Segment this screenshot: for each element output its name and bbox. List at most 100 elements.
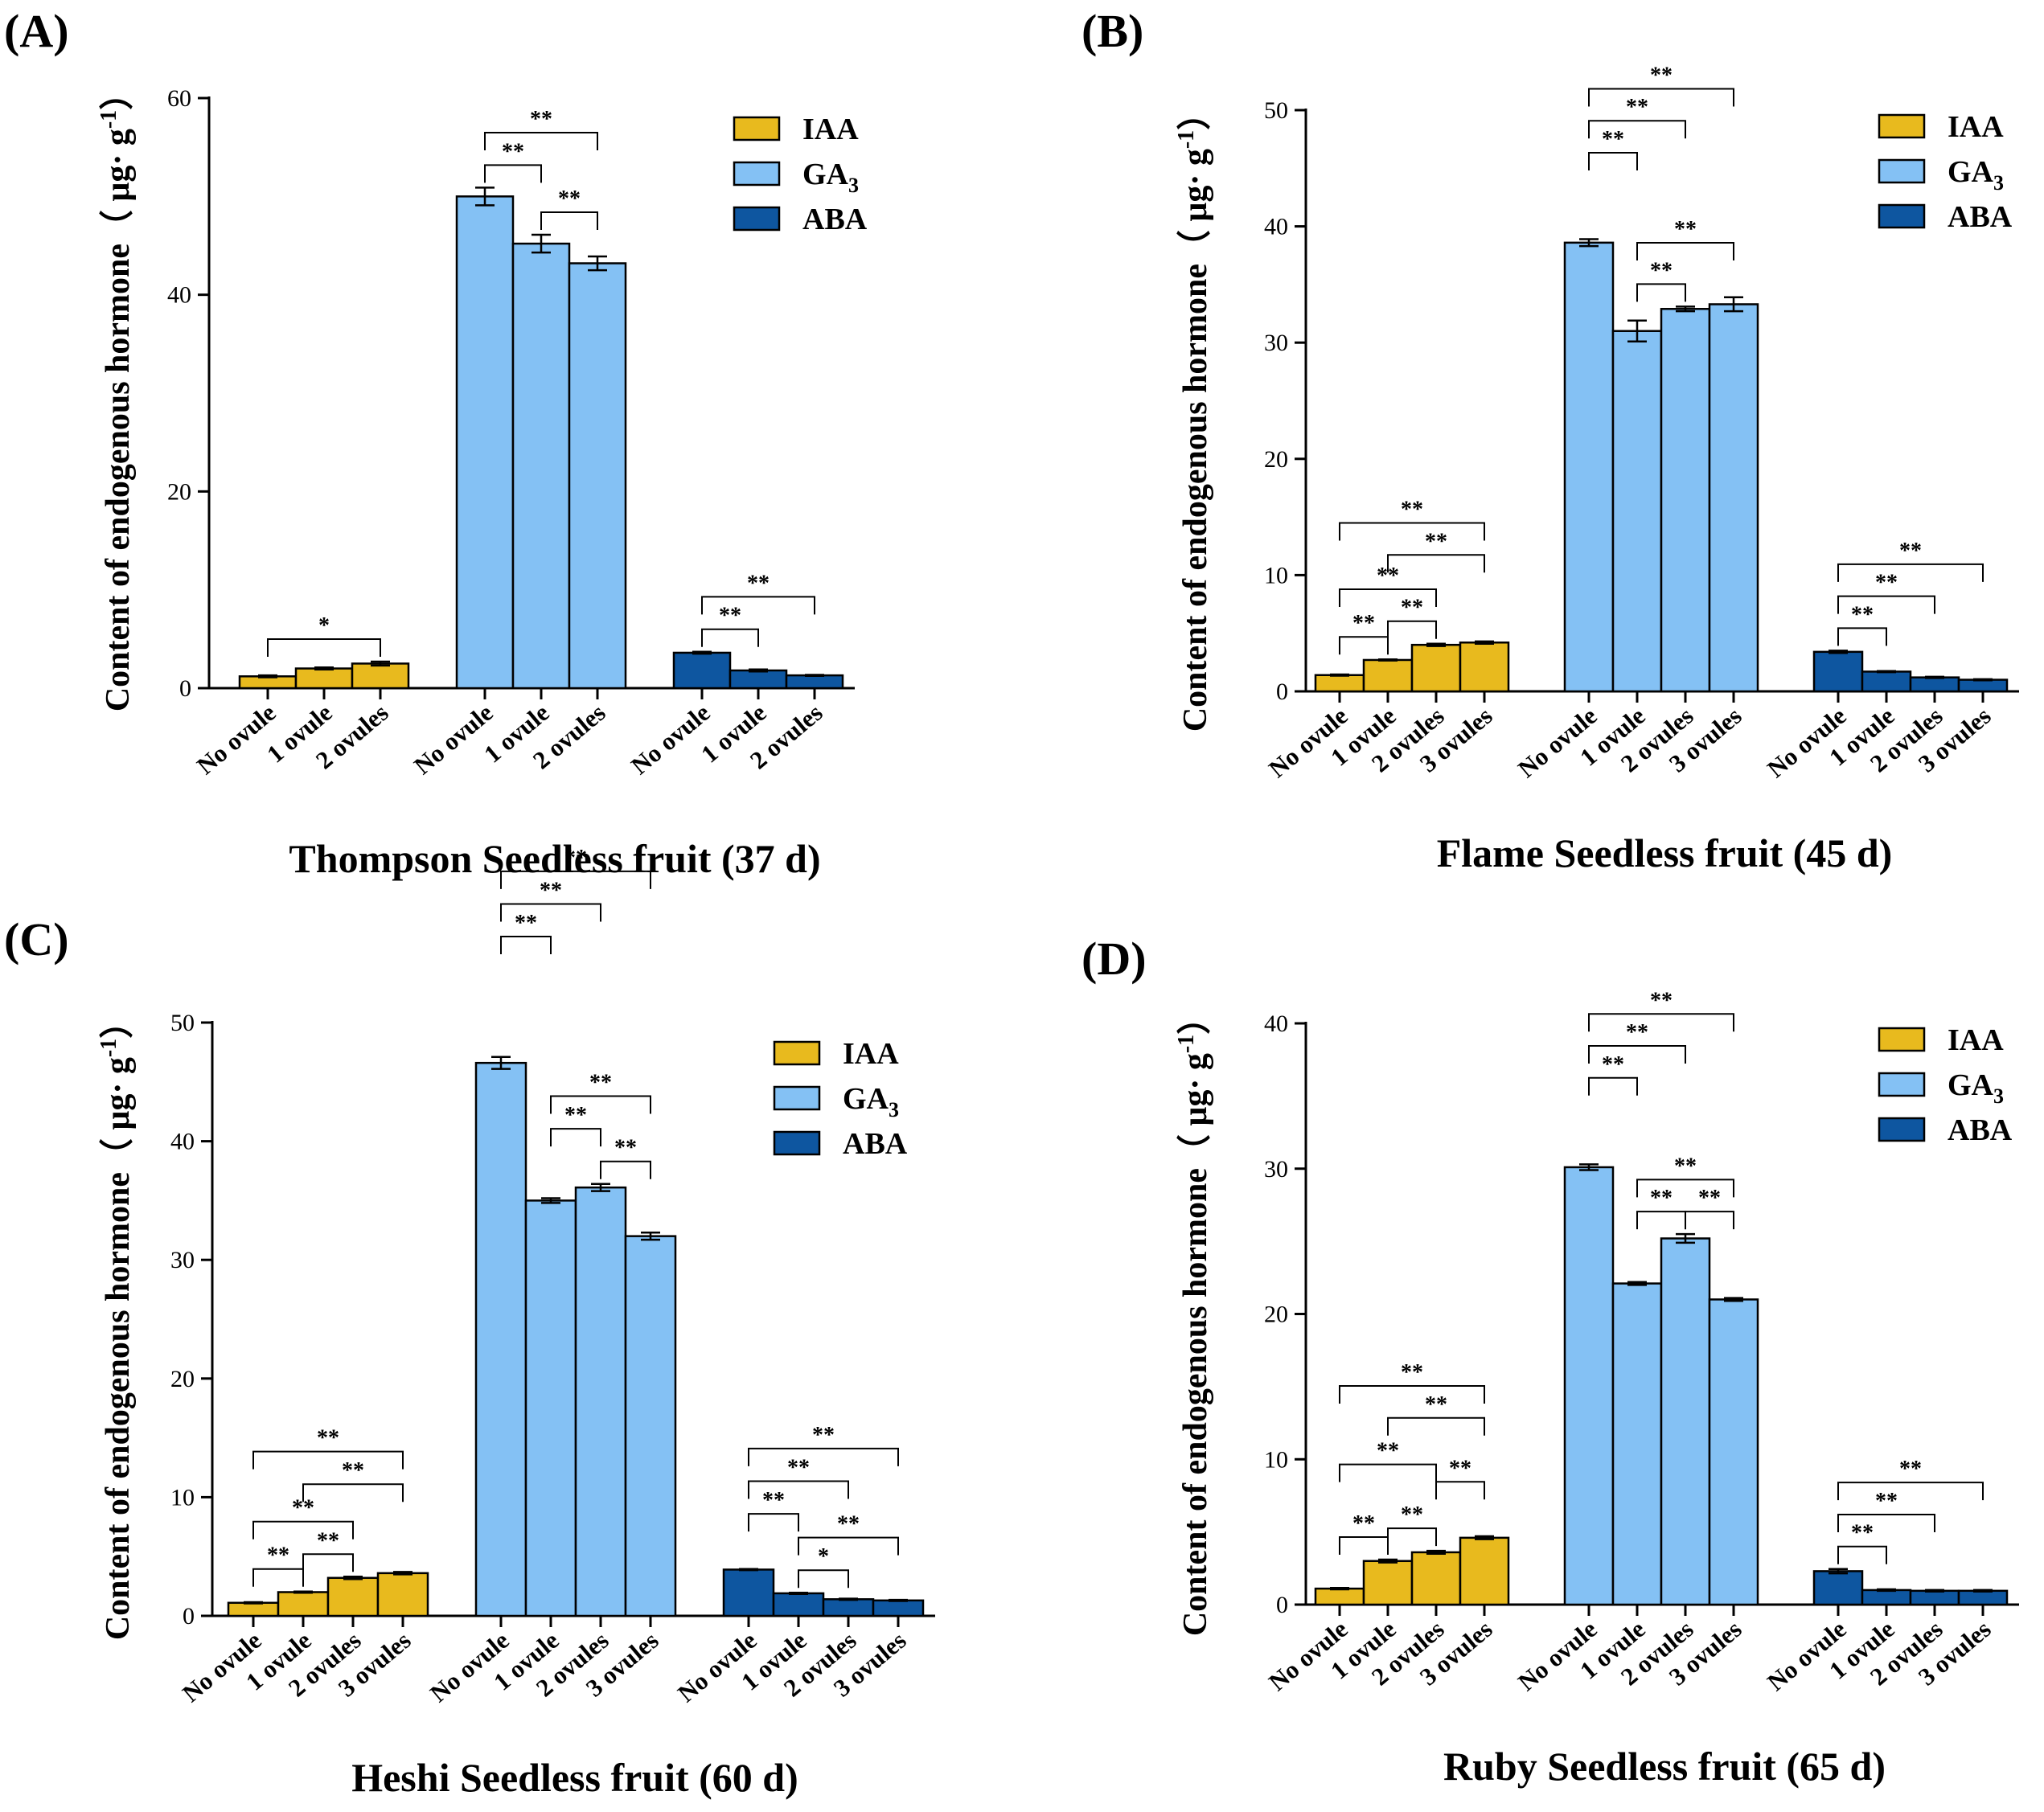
significance-mark: ** — [1626, 1020, 1648, 1045]
significance-bracket — [701, 596, 815, 615]
significance-mark: ** — [1626, 95, 1648, 120]
y-axis-label: Content of endogenous hormone（ μg· g-1） — [96, 76, 137, 711]
bar-iaa-2 — [1362, 658, 1414, 693]
significance-mark: ** — [1401, 596, 1423, 621]
bar-iaa-1 — [1314, 674, 1365, 693]
y-tick-label: 20 — [1264, 1302, 1288, 1328]
significance-mark: ** — [564, 1103, 587, 1128]
chart-panel-b: (B) 0 10 20 30 40 50 Content of endogenous horm… — [1082, 5, 2019, 875]
bar-iaa-2 — [277, 1591, 330, 1617]
bar-aba-1 — [722, 1568, 775, 1617]
significance-mark: ** — [1650, 1186, 1673, 1211]
significance-bracket — [748, 1513, 799, 1532]
significance-bracket — [1636, 1211, 1686, 1230]
legend-swatch-ga3 — [773, 1085, 821, 1111]
legend-label-ga3: GA3 — [843, 1082, 899, 1121]
bar-ga3-3 — [568, 262, 627, 690]
significance-bracket — [701, 628, 759, 647]
significance-mark: ** — [1674, 1154, 1697, 1179]
legend-swatch-aba — [733, 206, 781, 232]
significance-mark: ** — [719, 604, 741, 629]
significance-bracket — [1435, 1481, 1485, 1500]
significance-mark: * — [818, 1544, 829, 1569]
y-tick-label: 10 — [1264, 562, 1288, 588]
bar-ga3-2 — [1611, 1282, 1663, 1606]
significance-mark: ** — [267, 1543, 289, 1568]
y-tick-label: 20 — [170, 1366, 195, 1392]
y-tick-label: 30 — [1264, 1156, 1288, 1183]
significance-mark: ** — [564, 846, 587, 871]
legend-label-aba: ABA — [1948, 200, 2013, 234]
bar-aba-4 — [872, 1599, 925, 1617]
bar-ga3-4 — [624, 1235, 677, 1617]
significance-mark: ** — [1851, 602, 1874, 627]
significance-mark: ** — [1650, 63, 1673, 88]
significance-mark: ** — [614, 1136, 637, 1161]
significance-mark: ** — [1377, 1439, 1399, 1464]
bar-iaa-3 — [351, 662, 410, 690]
legend-label-iaa: IAA — [1948, 1023, 2004, 1057]
bar-ga3-3 — [1660, 1237, 1711, 1606]
significance-bracket — [1588, 1013, 1734, 1032]
x-tick-label: No ovule — [408, 699, 499, 781]
bar-ga3-4 — [1708, 1298, 1759, 1606]
significance-mark: ** — [762, 1488, 785, 1513]
significance-bracket — [1588, 88, 1734, 107]
significance-mark: ** — [317, 1426, 339, 1451]
significance-mark: ** — [1674, 217, 1697, 242]
y-axis-label: Content of endogenous hormone（ μg· g-1） — [1174, 96, 1214, 732]
significance-mark: ** — [1875, 571, 1898, 596]
significance-bracket — [1588, 120, 1686, 139]
significance-bracket — [484, 131, 598, 150]
bar-aba-1 — [672, 651, 732, 690]
y-axis-label: Content of endogenous hormone（ μg· g-1） — [96, 1005, 137, 1640]
significance-mark: ** — [1449, 1456, 1471, 1481]
panel-label: (A) — [4, 5, 69, 57]
significance-mark: ** — [342, 1458, 364, 1483]
significance-mark: ** — [812, 1423, 835, 1448]
significance-bracket — [1339, 1463, 1437, 1482]
bar-ga3-2 — [511, 242, 571, 690]
y-tick-label: 20 — [1264, 446, 1288, 473]
significance-bracket — [1837, 1482, 1984, 1501]
legend-label-aba: ABA — [843, 1127, 908, 1161]
legend-label-iaa: IAA — [802, 113, 859, 146]
bar-ga3-1 — [1563, 1166, 1615, 1606]
significance-bracket — [302, 1483, 404, 1502]
significance-bracket — [1339, 522, 1485, 541]
bar-iaa-3 — [1410, 1551, 1462, 1606]
y-tick-label: 40 — [1264, 214, 1288, 240]
significance-bracket — [1588, 151, 1638, 170]
bar-aba-3 — [1909, 676, 1960, 693]
significance-bracket — [1339, 1535, 1389, 1555]
significance-mark: ** — [837, 1512, 860, 1537]
y-tick-label: 40 — [170, 1129, 195, 1155]
significance-bracket — [798, 1536, 899, 1556]
significance-mark: ** — [1425, 529, 1447, 554]
y-tick-label: 40 — [167, 282, 191, 309]
legend-label-aba: ABA — [802, 203, 868, 236]
bar-iaa-3 — [326, 1576, 380, 1617]
y-tick-label: 0 — [179, 675, 191, 702]
significance-mark: ** — [1401, 1360, 1423, 1385]
y-tick-label: 40 — [1264, 1011, 1288, 1037]
bar-ga3-1 — [1563, 241, 1615, 693]
legend-label-aba: ABA — [1948, 1113, 2013, 1147]
y-tick-label: 0 — [183, 1603, 195, 1630]
y-tick-label: 30 — [170, 1247, 195, 1273]
significance-bracket — [1588, 1076, 1638, 1096]
significance-bracket — [798, 1569, 849, 1589]
y-tick-label: 50 — [170, 1010, 195, 1036]
x-tick-label: No ovule — [626, 699, 716, 781]
bar-aba-3 — [1909, 1589, 1960, 1606]
legend-swatch-ga3 — [733, 161, 781, 187]
panel-label: (C) — [4, 913, 69, 965]
bar-iaa-1 — [227, 1601, 280, 1617]
significance-bracket — [1636, 242, 1734, 261]
legend-swatch-aba — [1878, 1117, 1926, 1142]
bar-aba-3 — [822, 1598, 875, 1617]
bar-iaa-1 — [1314, 1587, 1365, 1606]
significance-bracket — [1837, 1545, 1887, 1564]
panel-label: (D) — [1082, 933, 1147, 985]
y-tick-label: 60 — [167, 85, 191, 112]
